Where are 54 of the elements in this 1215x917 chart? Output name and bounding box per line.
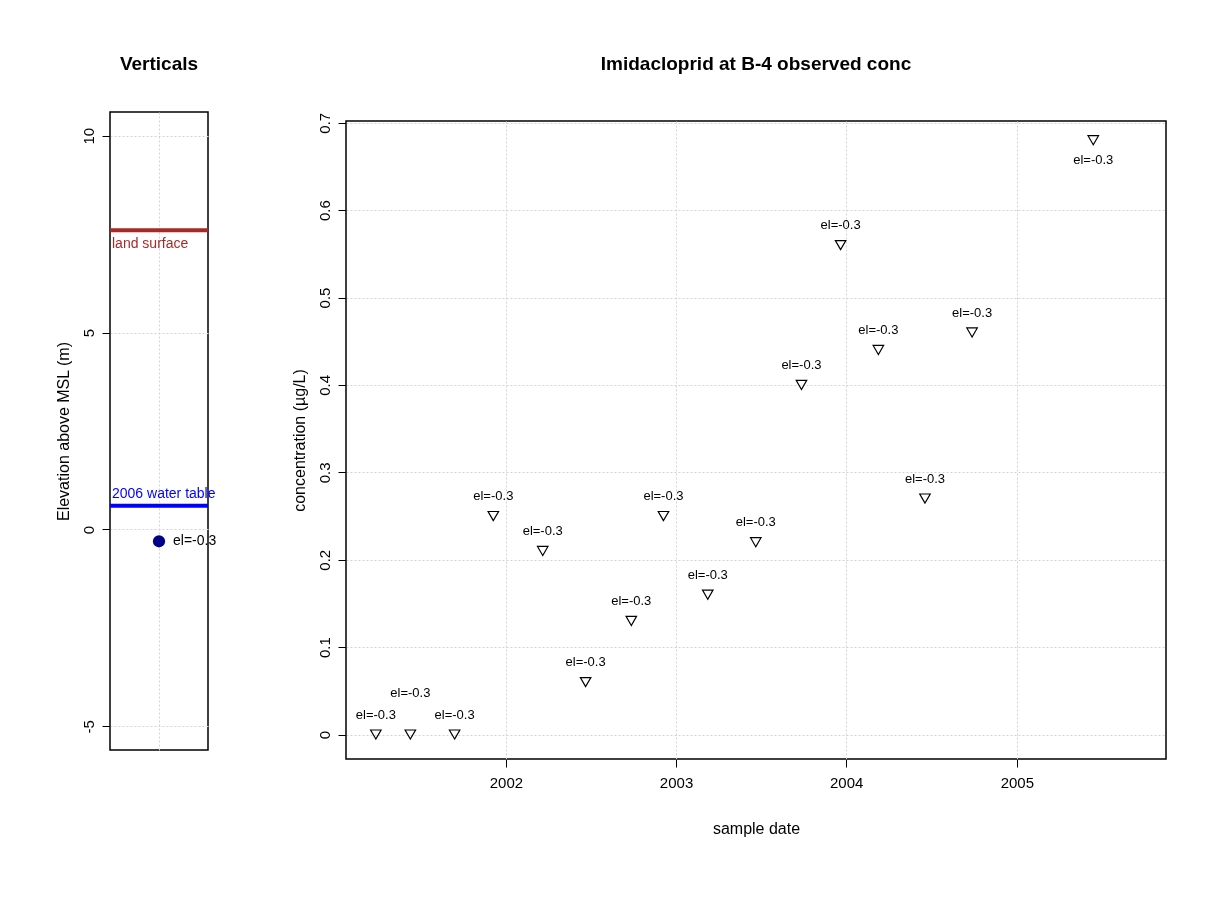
annotation: el=-0.3	[643, 488, 684, 504]
y-tick-label: 0.1	[315, 637, 333, 659]
point	[625, 615, 638, 627]
x-axis-title: sample date	[712, 819, 801, 837]
annotation: el=-0.3	[1073, 152, 1114, 168]
annotation: el=-0.3	[687, 566, 728, 582]
chart-title: Verticals	[119, 53, 199, 74]
annotation: el=-0.3	[611, 592, 652, 608]
x-tick-label: 2004	[830, 773, 864, 791]
point	[834, 239, 847, 251]
y-tick-label: 0.2	[315, 549, 333, 571]
point	[701, 589, 714, 600]
y-tick-label: 0.6	[315, 200, 333, 222]
point	[448, 729, 461, 740]
annotation: el=-0.3	[858, 321, 899, 337]
annotation: el=-0.3	[390, 684, 431, 700]
y-tick-label: 0.4	[315, 375, 333, 396]
annotation: el=-0.3	[473, 488, 514, 504]
chart-title: Imidacloprid at B-4 observed conc	[600, 53, 912, 75]
point	[966, 327, 978, 338]
annotation: el=-0.3	[952, 304, 993, 320]
y-tick-label: 0.5	[315, 287, 333, 309]
annotation: el=-0.3	[735, 514, 776, 530]
point	[404, 729, 417, 740]
annotation: el=-0.3	[434, 706, 475, 722]
point	[536, 545, 549, 557]
x-tick-label: 2005	[1000, 773, 1035, 791]
point	[657, 510, 670, 522]
annotation: el=-0.3	[522, 522, 563, 538]
point	[579, 676, 592, 688]
annotation: el=-0.3	[904, 470, 946, 486]
x-tick-label: 2003	[659, 773, 694, 791]
annotation: el=-0.3	[355, 706, 396, 722]
y-tick-label: 0.7	[315, 112, 333, 134]
y-tick-label: 0.3	[315, 462, 333, 484]
annotation: el=-0.3	[781, 356, 822, 372]
point	[749, 537, 762, 548]
y-tick-label: -5	[79, 720, 97, 734]
y-tick-label: 10	[79, 127, 97, 145]
point	[919, 493, 931, 504]
ref-line-label: land surface	[112, 235, 189, 252]
y-axis-title: Elevation above MSL (m)	[54, 341, 72, 522]
annotation: el=-0.3	[820, 217, 861, 233]
point	[1087, 135, 1100, 146]
y-tick-label: 5	[79, 328, 97, 338]
point	[487, 510, 500, 522]
x-tick-label: 2002	[489, 773, 524, 791]
point	[369, 729, 382, 740]
y-axis-title: concentration (µg/L)	[290, 369, 308, 512]
annotation: el=-0.3	[565, 654, 606, 670]
y-tick-label: 0	[315, 730, 333, 740]
point	[795, 379, 808, 391]
point	[872, 344, 885, 356]
y-tick-label: 0	[79, 525, 97, 535]
